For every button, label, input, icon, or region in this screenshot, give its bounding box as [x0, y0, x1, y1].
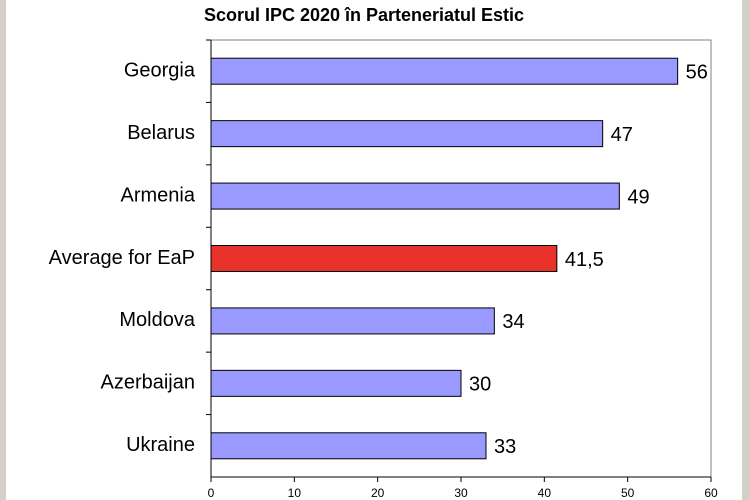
- x-tick-label: 50: [621, 486, 635, 500]
- value-label: 33: [494, 436, 516, 458]
- window-edge: [0, 0, 6, 500]
- value-label: 41,5: [565, 249, 604, 271]
- value-label: 30: [469, 374, 491, 396]
- y-tick-label: Ukraine: [126, 434, 195, 456]
- value-label: 49: [627, 186, 649, 208]
- x-tick-label: 40: [538, 486, 552, 500]
- y-tick-label: Moldova: [119, 309, 195, 331]
- bar: [210, 245, 558, 272]
- x-tick-label: 10: [288, 486, 302, 500]
- x-tick-label: 60: [704, 486, 718, 500]
- value-label: 34: [502, 311, 524, 333]
- y-tick-label: Belarus: [127, 122, 195, 144]
- chart-title: Scorul IPC 2020 în Parteneriatul Estic: [204, 5, 524, 25]
- value-label: 56: [686, 61, 708, 83]
- bar: [210, 369, 462, 397]
- value-label: 47: [611, 124, 633, 146]
- y-tick-label: Georgia: [124, 59, 196, 81]
- x-tick-label: 0: [208, 486, 215, 500]
- bar: [210, 307, 495, 335]
- bar: [210, 182, 620, 210]
- bar: [210, 120, 604, 148]
- window-edge: [742, 0, 750, 500]
- y-tick-label: Armenia: [121, 184, 196, 206]
- bar: [210, 432, 487, 460]
- y-tick-label: Azerbaijan: [100, 372, 195, 394]
- y-tick-label: Average for EaP: [49, 247, 195, 269]
- bar: [210, 57, 679, 85]
- x-tick-label: 30: [454, 486, 468, 500]
- x-tick-label: 20: [371, 486, 385, 500]
